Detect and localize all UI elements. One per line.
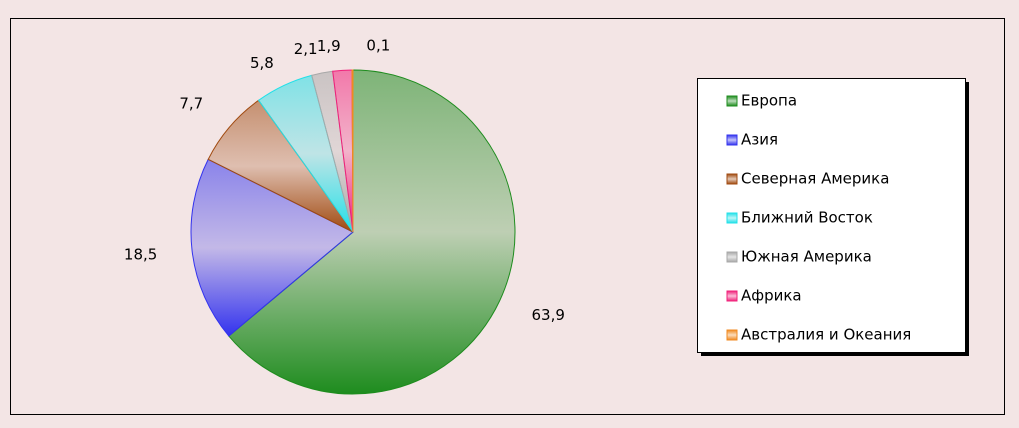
legend-marker [726, 251, 738, 263]
data-label: 63,9 [532, 306, 565, 324]
pie-slice [351, 69, 354, 233]
data-label: 18,5 [124, 245, 157, 263]
legend-marker [726, 212, 738, 224]
pie-slice [228, 69, 516, 395]
legend-box [697, 78, 966, 353]
legend-marker [726, 134, 738, 146]
legend-marker [726, 173, 738, 185]
legend-marker [726, 95, 738, 107]
legend-label: Австралия и Океания [741, 326, 911, 344]
legend-label: Южная Америка [741, 248, 872, 266]
legend-marker [726, 290, 738, 302]
legend-label: Северная Америка [741, 170, 889, 188]
data-label: 2,1 [294, 40, 318, 58]
data-label: 0,1 [366, 37, 390, 55]
data-label: 1,9 [317, 37, 341, 55]
legend-marker [726, 329, 738, 341]
data-label: 5,8 [250, 54, 274, 72]
legend-label: Ближний Восток [741, 209, 873, 227]
pie-slice [190, 158, 354, 337]
legend-label: Европа [741, 92, 797, 110]
legend-label: Африка [741, 287, 802, 305]
legend-label: Азия [741, 131, 778, 149]
data-label: 7,7 [179, 95, 203, 113]
